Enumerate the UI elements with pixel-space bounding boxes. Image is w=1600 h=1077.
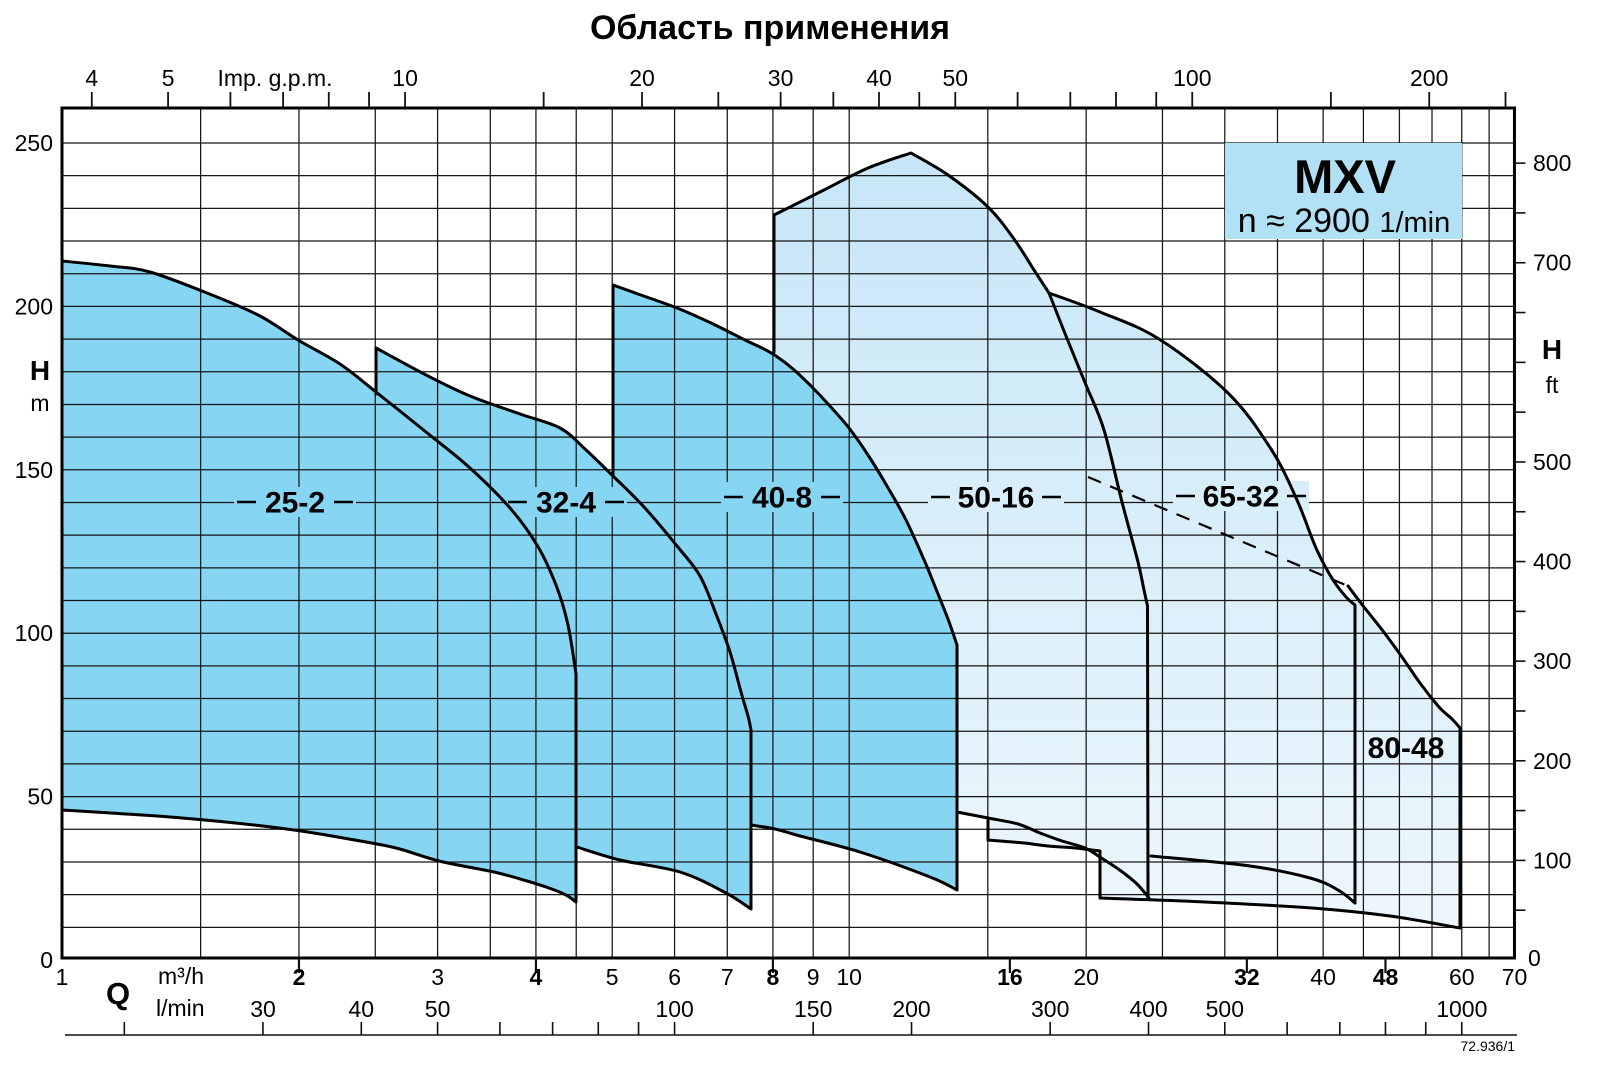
- svg-text:MXV: MXV: [1294, 150, 1397, 203]
- svg-text:300: 300: [1533, 648, 1571, 674]
- svg-text:40: 40: [1310, 964, 1336, 990]
- svg-text:250: 250: [15, 130, 53, 156]
- svg-text:20: 20: [629, 65, 655, 91]
- svg-text:30: 30: [250, 996, 276, 1022]
- svg-text:2: 2: [293, 964, 306, 990]
- svg-text:4: 4: [530, 964, 543, 990]
- svg-text:l/min: l/min: [156, 995, 205, 1021]
- svg-text:80-48: 80-48: [1368, 732, 1445, 765]
- svg-text:0: 0: [1528, 945, 1541, 971]
- svg-text:150: 150: [794, 996, 832, 1022]
- svg-text:40: 40: [866, 65, 892, 91]
- svg-text:65-32: 65-32: [1203, 481, 1280, 514]
- svg-text:0: 0: [40, 947, 53, 973]
- svg-text:H: H: [1542, 334, 1562, 365]
- svg-text:1000: 1000: [1436, 996, 1487, 1022]
- svg-text:Область применения: Область применения: [590, 9, 950, 47]
- svg-text:ft: ft: [1546, 372, 1559, 398]
- svg-text:200: 200: [1533, 748, 1571, 774]
- svg-text:9: 9: [807, 964, 820, 990]
- svg-text:800: 800: [1533, 150, 1571, 176]
- svg-text:20: 20: [1073, 964, 1099, 990]
- svg-text:200: 200: [1410, 65, 1448, 91]
- svg-text:100: 100: [655, 996, 693, 1022]
- svg-text:100: 100: [1173, 65, 1211, 91]
- svg-text:60: 60: [1449, 964, 1475, 990]
- svg-text:30: 30: [768, 65, 794, 91]
- svg-text:70: 70: [1502, 964, 1528, 990]
- svg-text:50: 50: [943, 65, 969, 91]
- svg-text:m: m: [30, 390, 49, 416]
- svg-text:50: 50: [425, 996, 451, 1022]
- svg-text:10: 10: [836, 964, 862, 990]
- svg-text:200: 200: [892, 996, 930, 1022]
- svg-text:400: 400: [1129, 996, 1167, 1022]
- svg-text:3: 3: [431, 964, 444, 990]
- svg-text:400: 400: [1533, 549, 1571, 575]
- svg-text:200: 200: [15, 293, 53, 319]
- svg-text:32-4: 32-4: [536, 487, 596, 520]
- svg-text:25-2: 25-2: [265, 487, 325, 520]
- svg-text:50-16: 50-16: [958, 482, 1035, 515]
- svg-text:500: 500: [1533, 449, 1571, 475]
- svg-text:48: 48: [1373, 964, 1399, 990]
- svg-text:72.936/1: 72.936/1: [1461, 1038, 1516, 1054]
- svg-text:7: 7: [721, 964, 734, 990]
- svg-text:150: 150: [15, 457, 53, 483]
- svg-text:H: H: [30, 355, 50, 386]
- svg-text:n ≈ 2900 1/min: n ≈ 2900 1/min: [1238, 202, 1450, 240]
- svg-text:1: 1: [56, 964, 69, 990]
- svg-text:100: 100: [15, 620, 53, 646]
- svg-text:8: 8: [767, 964, 780, 990]
- svg-text:4: 4: [85, 65, 98, 91]
- svg-text:16: 16: [997, 964, 1023, 990]
- svg-text:10: 10: [392, 65, 418, 91]
- svg-text:40-8: 40-8: [752, 482, 812, 515]
- svg-text:50: 50: [27, 784, 53, 810]
- svg-text:32: 32: [1234, 964, 1260, 990]
- svg-text:5: 5: [162, 65, 175, 91]
- svg-text:100: 100: [1533, 847, 1571, 873]
- svg-text:Q: Q: [106, 976, 130, 1011]
- svg-text:500: 500: [1206, 996, 1244, 1022]
- svg-text:300: 300: [1031, 996, 1069, 1022]
- svg-text:5: 5: [606, 964, 619, 990]
- svg-text:m³/h: m³/h: [158, 963, 204, 989]
- svg-text:6: 6: [668, 964, 681, 990]
- svg-text:40: 40: [349, 996, 375, 1022]
- svg-text:700: 700: [1533, 250, 1571, 276]
- svg-text:Imp. g.p.m.: Imp. g.p.m.: [217, 65, 332, 91]
